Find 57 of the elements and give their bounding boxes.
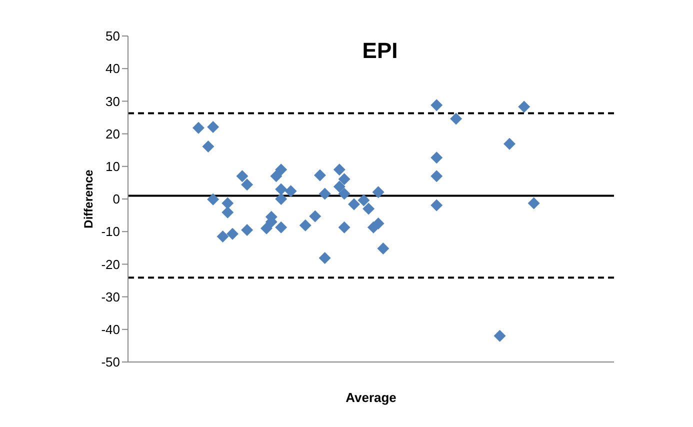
point [318, 252, 331, 264]
point [226, 228, 238, 240]
point [348, 198, 360, 210]
point [333, 164, 346, 176]
point [236, 170, 248, 182]
point [314, 169, 326, 182]
point [504, 138, 516, 150]
point [275, 164, 288, 176]
point [338, 188, 350, 200]
point [309, 210, 322, 222]
point [430, 170, 443, 182]
point [377, 242, 390, 255]
point [372, 186, 384, 198]
point [202, 140, 214, 153]
point [518, 100, 530, 113]
point [192, 122, 204, 134]
point [241, 178, 254, 191]
point [362, 202, 375, 215]
y-tick-label: 30 [106, 94, 120, 109]
point [372, 217, 384, 230]
point [284, 185, 297, 198]
point [358, 194, 370, 206]
y-tick-label: -50 [101, 354, 120, 370]
y-tick-label: -10 [101, 224, 120, 240]
y-tick-label: 40 [106, 61, 120, 76]
y-tick-label: -30 [101, 289, 120, 304]
y-tick-label: -20 [101, 256, 120, 272]
point [299, 219, 312, 232]
point [270, 170, 282, 182]
y-tick-label: 20 [106, 126, 120, 142]
x-axis-title: Average [346, 390, 396, 405]
point [275, 221, 288, 234]
point [207, 193, 220, 206]
point [216, 230, 229, 242]
point [430, 99, 443, 112]
y-tick-label: 50 [106, 28, 120, 44]
point [318, 188, 331, 200]
point [430, 199, 443, 212]
point [450, 112, 462, 125]
y-tick-label: 10 [106, 159, 120, 174]
point [222, 197, 234, 210]
point [260, 222, 273, 234]
point [222, 206, 234, 218]
point [207, 120, 220, 133]
y-axis-title: Difference [81, 169, 96, 228]
point [338, 173, 350, 186]
point [241, 224, 254, 236]
point [275, 183, 288, 196]
chart-title: EPI [361, 38, 399, 64]
point [333, 180, 346, 193]
point [338, 221, 350, 234]
point [275, 193, 288, 205]
point [494, 330, 506, 342]
point [528, 197, 540, 210]
y-tick-label: -40 [101, 322, 120, 338]
y-tick-label: 0 [112, 192, 120, 207]
point [430, 152, 443, 164]
